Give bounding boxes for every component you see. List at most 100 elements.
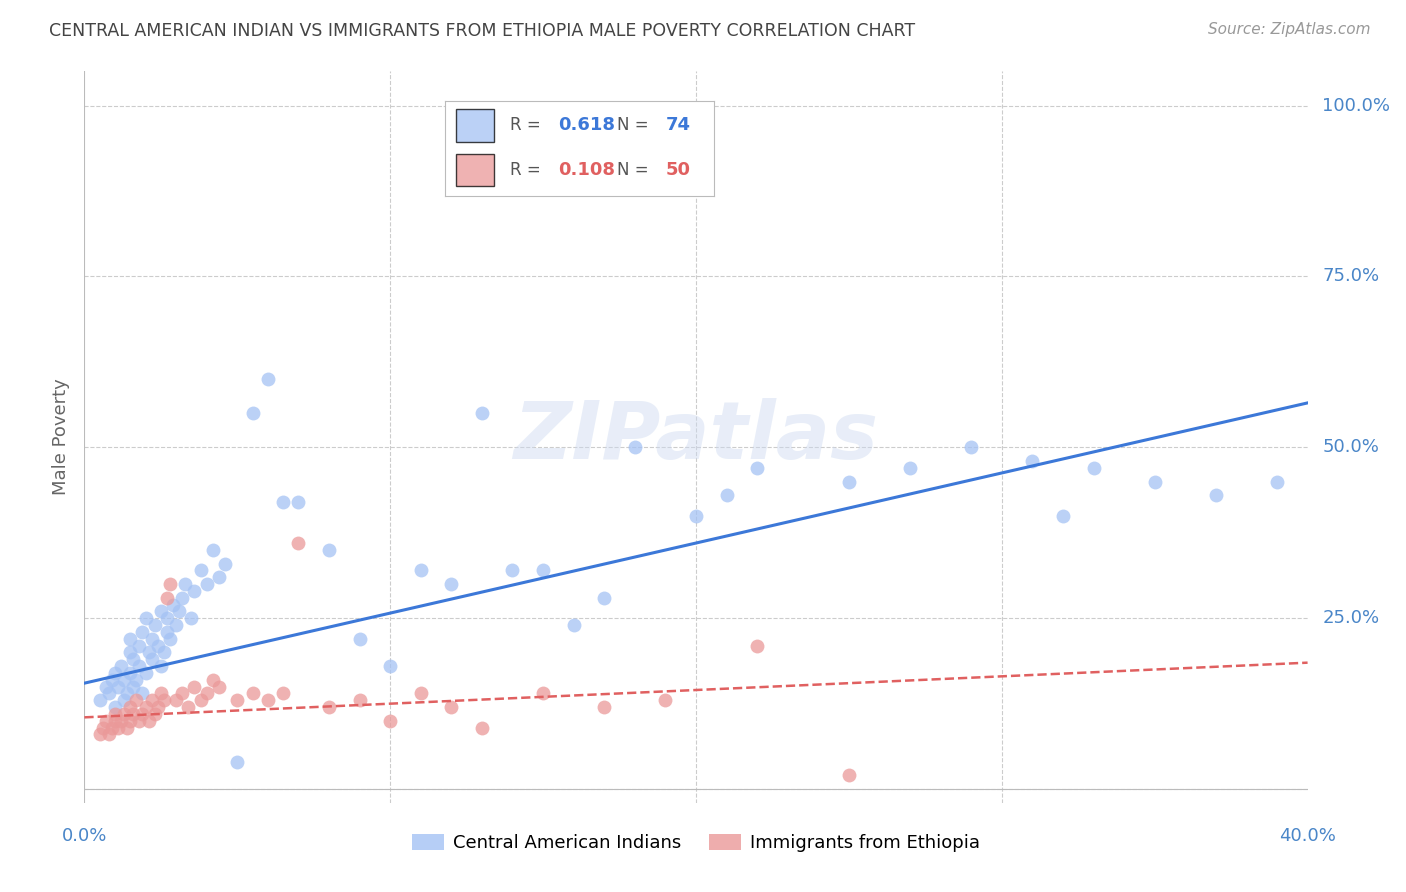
Point xyxy=(257,693,280,707)
Point xyxy=(101,721,124,735)
Point xyxy=(120,645,142,659)
Point xyxy=(409,686,432,700)
Point xyxy=(141,632,163,646)
Point xyxy=(624,440,647,454)
Point xyxy=(165,693,187,707)
Point xyxy=(242,686,264,700)
Point xyxy=(747,639,769,653)
Point xyxy=(89,693,111,707)
Point xyxy=(97,686,120,700)
Point xyxy=(125,693,148,707)
Point xyxy=(159,632,181,646)
Point xyxy=(135,665,157,680)
Point xyxy=(128,659,150,673)
Point xyxy=(838,768,860,782)
Point xyxy=(162,598,184,612)
Legend: Central American Indians, Immigrants from Ethiopia: Central American Indians, Immigrants fro… xyxy=(405,827,987,860)
Point xyxy=(201,542,224,557)
Point xyxy=(91,721,114,735)
Point xyxy=(143,618,166,632)
Point xyxy=(685,508,707,523)
Point xyxy=(349,632,371,646)
Text: Source: ZipAtlas.com: Source: ZipAtlas.com xyxy=(1208,22,1371,37)
Point xyxy=(104,665,127,680)
Point xyxy=(593,591,616,605)
Point xyxy=(172,591,194,605)
Point xyxy=(156,624,179,639)
Point xyxy=(107,680,129,694)
Point xyxy=(380,714,402,728)
Point xyxy=(471,721,494,735)
Point xyxy=(195,577,218,591)
Point xyxy=(257,372,280,386)
Point xyxy=(131,706,153,721)
Point xyxy=(120,632,142,646)
Point xyxy=(208,680,231,694)
Point xyxy=(502,563,524,577)
Point xyxy=(409,563,432,577)
Point xyxy=(1052,508,1074,523)
Point xyxy=(149,659,172,673)
Point xyxy=(190,563,212,577)
Point xyxy=(183,680,205,694)
Point xyxy=(183,583,205,598)
Point xyxy=(110,714,132,728)
Point xyxy=(143,706,166,721)
Point xyxy=(159,577,181,591)
Point xyxy=(112,706,135,721)
Point xyxy=(177,700,200,714)
Point xyxy=(287,495,309,509)
Point xyxy=(195,686,218,700)
Point xyxy=(226,693,249,707)
Point xyxy=(120,714,142,728)
Point xyxy=(318,542,340,557)
Point xyxy=(960,440,983,454)
Text: 75.0%: 75.0% xyxy=(1322,268,1379,285)
Point xyxy=(287,536,309,550)
Point xyxy=(141,693,163,707)
Point xyxy=(349,693,371,707)
Point xyxy=(138,714,160,728)
Text: 25.0%: 25.0% xyxy=(1322,609,1379,627)
Point xyxy=(120,700,142,714)
Text: 50.0%: 50.0% xyxy=(1322,438,1379,457)
Point xyxy=(149,686,172,700)
Point xyxy=(380,659,402,673)
Point xyxy=(149,604,172,618)
Point xyxy=(747,460,769,475)
Point xyxy=(128,639,150,653)
Point xyxy=(125,673,148,687)
Point xyxy=(190,693,212,707)
Point xyxy=(716,488,738,502)
Text: 100.0%: 100.0% xyxy=(1322,96,1391,114)
Point xyxy=(131,624,153,639)
Point xyxy=(172,686,194,700)
Point xyxy=(593,700,616,714)
Point xyxy=(167,604,190,618)
Point xyxy=(1143,475,1166,489)
Point xyxy=(104,706,127,721)
Point xyxy=(122,652,145,666)
Text: CENTRAL AMERICAN INDIAN VS IMMIGRANTS FROM ETHIOPIA MALE POVERTY CORRELATION CHA: CENTRAL AMERICAN INDIAN VS IMMIGRANTS FR… xyxy=(49,22,915,40)
Point xyxy=(94,714,117,728)
Text: 40.0%: 40.0% xyxy=(1279,827,1336,845)
Point xyxy=(165,618,187,632)
Point xyxy=(226,755,249,769)
Point xyxy=(131,686,153,700)
Point xyxy=(122,706,145,721)
Point xyxy=(156,611,179,625)
Point xyxy=(141,652,163,666)
Point xyxy=(271,495,294,509)
Point xyxy=(122,680,145,694)
Point xyxy=(94,680,117,694)
Point xyxy=(271,686,294,700)
Point xyxy=(104,714,127,728)
Point xyxy=(146,639,169,653)
Point xyxy=(104,700,127,714)
Point xyxy=(440,700,463,714)
Point xyxy=(89,727,111,741)
Point xyxy=(112,693,135,707)
Point xyxy=(138,645,160,659)
Point xyxy=(242,406,264,420)
Point xyxy=(146,700,169,714)
